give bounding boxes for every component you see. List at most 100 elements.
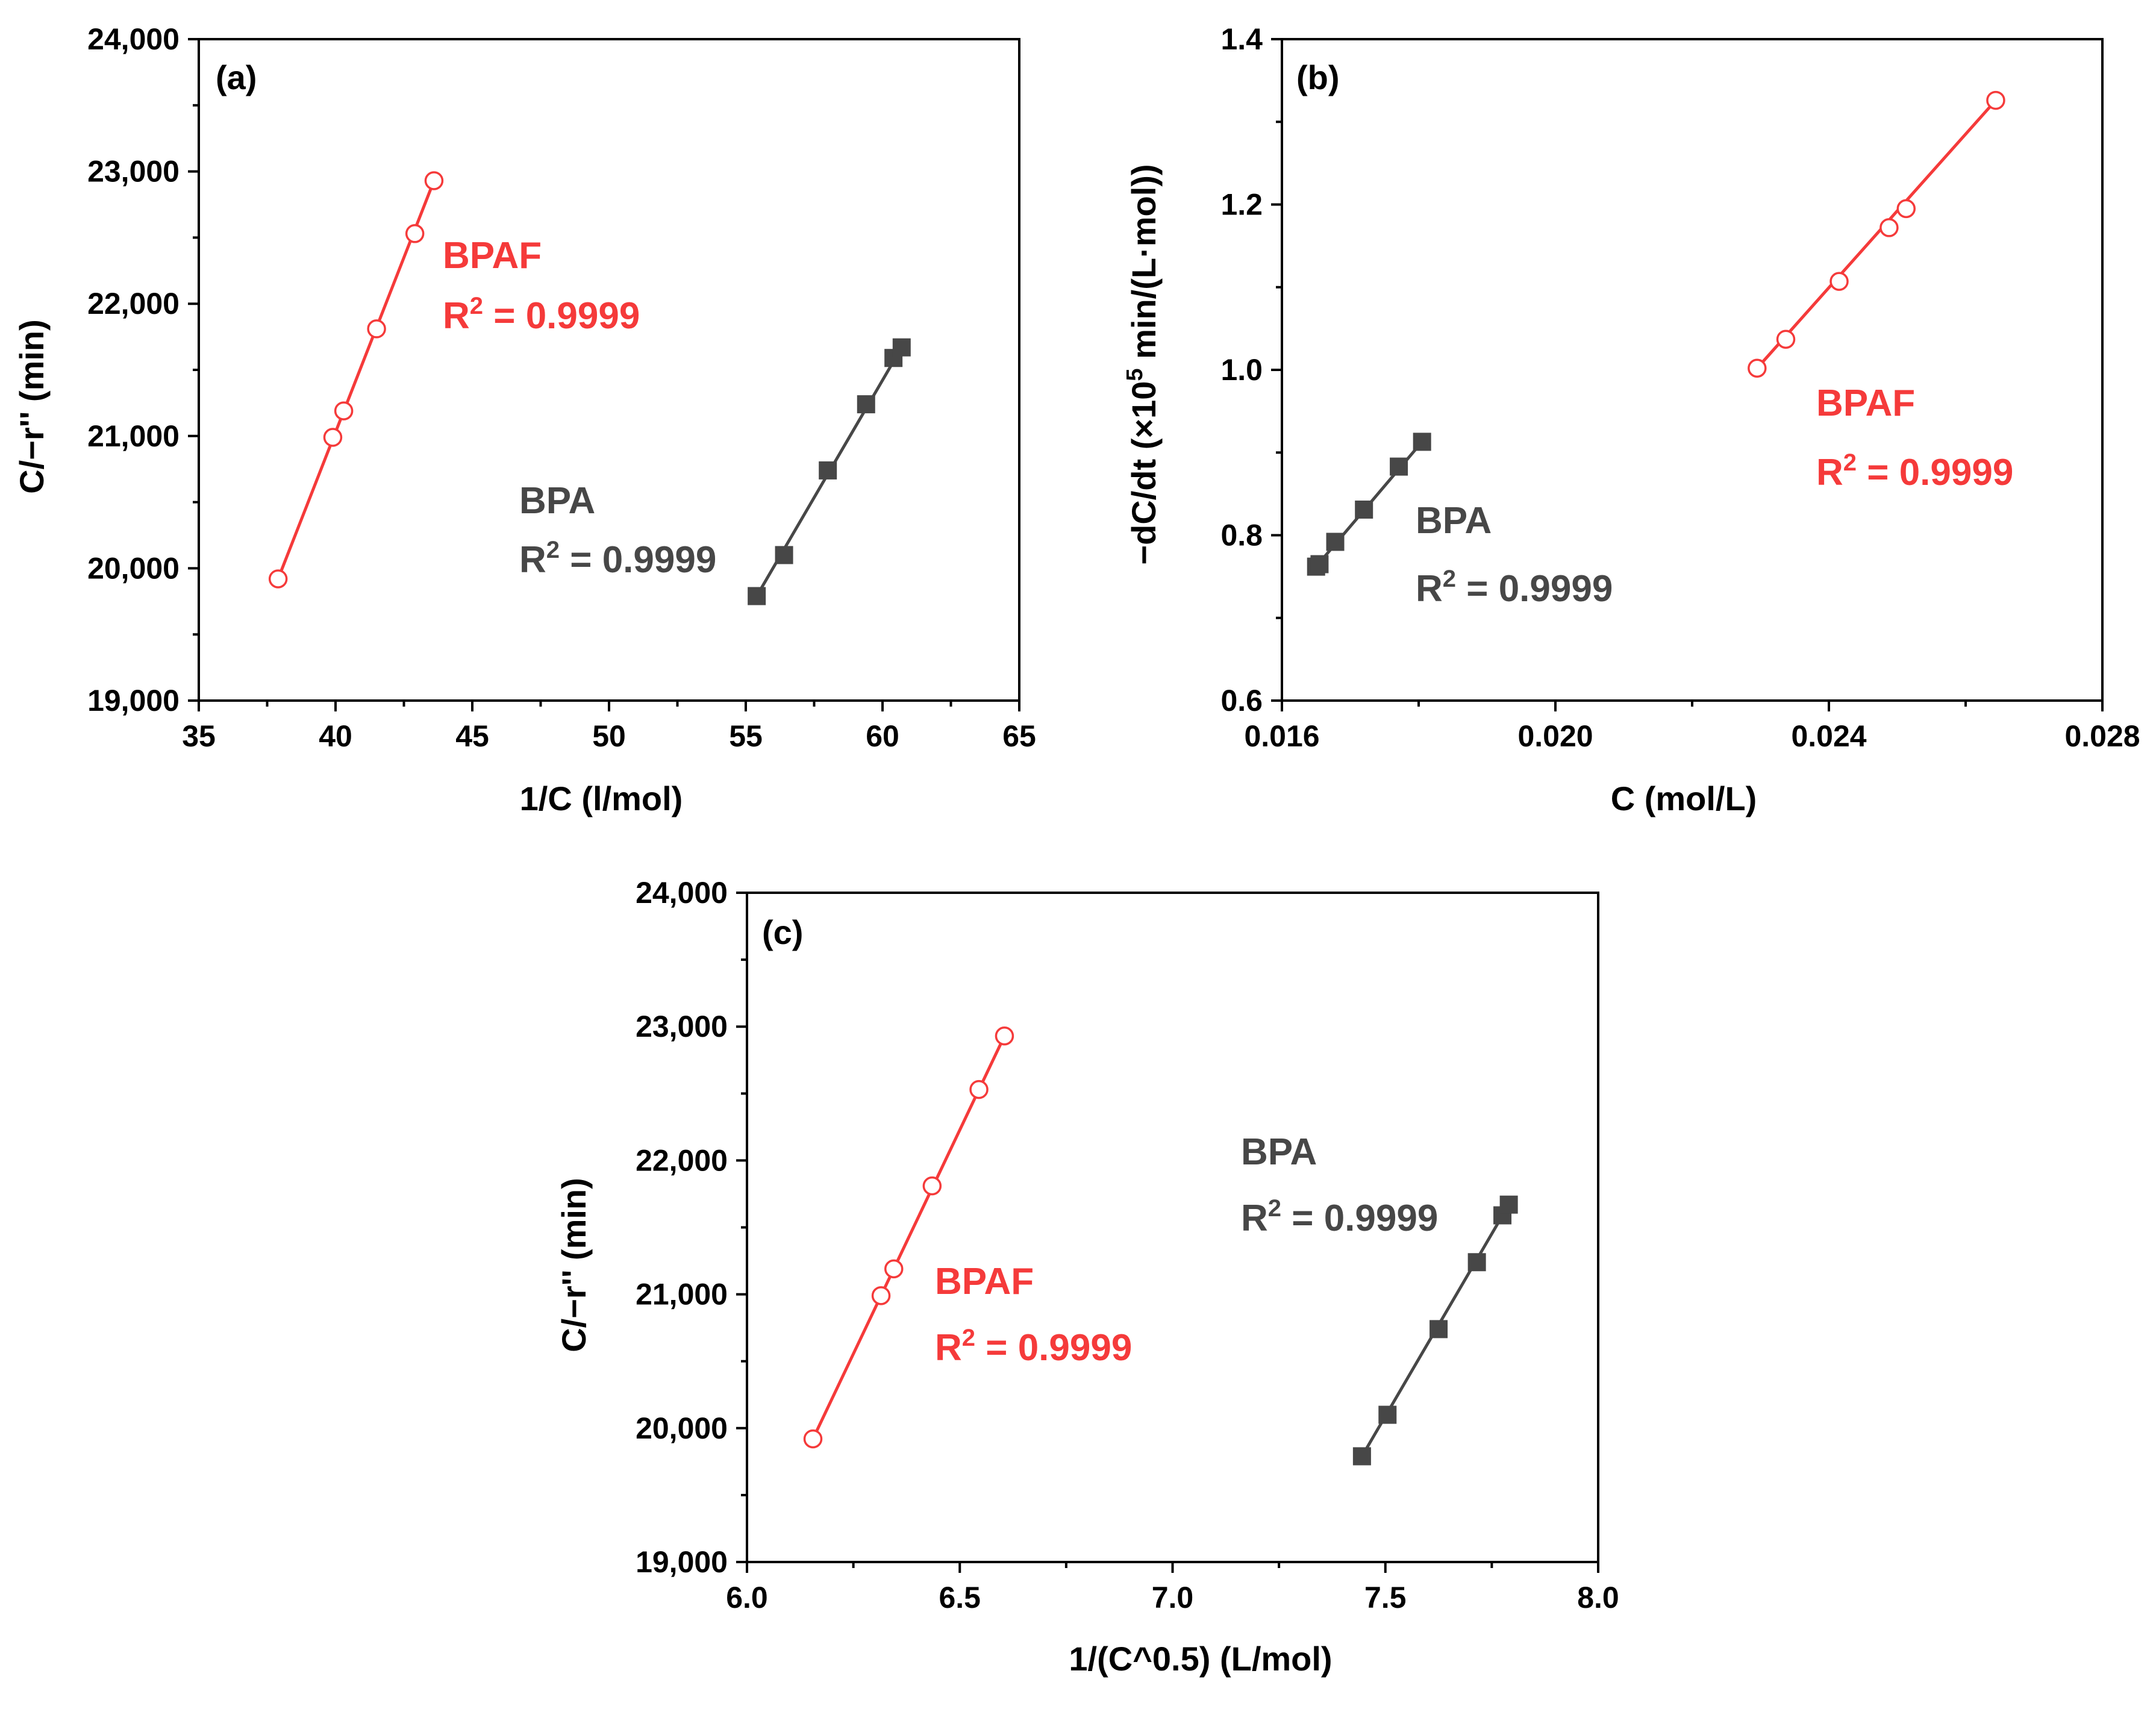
panel-a-bpa-r2: R2 = 0.9999 (519, 537, 716, 581)
panel-c-bpaf-r2-sup: 2 (962, 1325, 975, 1351)
panel-a-bpaf-annotation: BPAF R2 = 0.9999 (443, 235, 640, 337)
panel-c-bpa-point (1467, 1253, 1486, 1272)
panel-a-bpa-point (892, 338, 911, 357)
panel-b-bpa-point (1413, 433, 1431, 451)
panel-c-bpa-name: BPA (1241, 1131, 1317, 1173)
panel-a-ytick-label: 20,000 (87, 551, 180, 585)
panel-a-bpaf-r2: R2 = 0.9999 (443, 293, 640, 337)
panel-c-bpaf-fit-line (811, 1035, 1006, 1440)
panel-a-bpaf-name: BPAF (443, 235, 542, 277)
panel-a-bpa-point (857, 395, 875, 414)
panel-b-chart: (b) C (mol/L) −dC/dt (×105 min/(L·mol)) … (1122, 22, 2140, 817)
panel-c-bpaf-point (803, 1429, 823, 1449)
panel-c-ytick-label: 22,000 (636, 1143, 728, 1177)
panel-a-bpa-annotation: BPA R2 = 0.9999 (519, 480, 716, 581)
panel-c-ylabel: C/−r'' (min) (555, 1178, 593, 1352)
panel-a-bpa-r2-prefix: R (519, 539, 546, 581)
panel-b-bpaf-point (1829, 272, 1849, 291)
panel-c-bpaf-point (922, 1176, 942, 1196)
panel-b-xlabel: C (mol/L) (1611, 780, 1757, 817)
panel-b-ytick-label: 1.4 (1220, 22, 1263, 56)
panel-c-xlabel: 1/(C^0.5) (L/mol) (1069, 1640, 1332, 1678)
panel-c-bpa-r2: R2 = 0.9999 (1241, 1195, 1438, 1239)
panel-a-bpa-r2-value: = 0.9999 (560, 539, 716, 581)
panel-c-bpa-point (1352, 1447, 1371, 1466)
panel-c-bpaf-r2: R2 = 0.9999 (935, 1325, 1132, 1369)
panel-c-ytick-label: 20,000 (636, 1411, 728, 1445)
panel-a-ytick-label: 22,000 (87, 287, 180, 320)
panel-a-ytick-label: 19,000 (87, 684, 180, 717)
panel-a-bpaf-r2-prefix: R (443, 295, 470, 337)
panel-b-ytick-label: 1.2 (1220, 188, 1263, 222)
panel-a-bpaf-r2-value: = 0.9999 (483, 295, 640, 337)
panel-a-xtick-label: 35 (182, 719, 216, 753)
panel-a-label: (a) (216, 58, 257, 96)
panel-b-xtick-label: 0.020 (1517, 719, 1593, 753)
panel-c-bpa-r2-sup: 2 (1268, 1195, 1281, 1222)
panel-b-bpaf-point (1896, 199, 1916, 219)
panel-b-ylabel-main: −dC/dt (×10 (1125, 381, 1163, 565)
panel-c-bpaf-annotation: BPAF R2 = 0.9999 (935, 1261, 1132, 1369)
panel-c-bpa-annotation: BPA R2 = 0.9999 (1241, 1131, 1438, 1239)
panel-b-bpaf-name: BPAF (1816, 383, 1915, 424)
panel-c-xtick-label: 7.5 (1364, 1581, 1407, 1614)
panel-a-bpaf-point (405, 224, 425, 243)
panel-b-bpa-annotation: BPA R2 = 0.9999 (1416, 500, 1613, 610)
panel-a-ylabel: C/−r'' (min) (13, 319, 51, 494)
panel-b-xtick-label: 0.028 (2064, 719, 2140, 753)
panel-a-bpaf-point (323, 428, 343, 447)
panel-c-xtick-label: 6.5 (939, 1581, 981, 1614)
panel-a-xtick-label: 40 (319, 719, 352, 753)
panel-c-plot-frame (746, 892, 1599, 1563)
panel-c-bpaf-point (884, 1259, 904, 1279)
panel-a-xtick-label: 45 (455, 719, 489, 753)
panel-a-bpaf-point (334, 401, 354, 420)
panel-a-xtick-label: 60 (866, 719, 899, 753)
panel-a-xlabel: 1/C (l/mol) (520, 780, 683, 817)
panel-a-xtick-label: 65 (1002, 719, 1036, 753)
panel-c-bpaf-r2-prefix: R (935, 1327, 962, 1369)
panel-b-bpaf-point (1879, 218, 1899, 237)
panel-c-xtick-label: 7.0 (1152, 1581, 1194, 1614)
panel-a-bpa-point (775, 546, 793, 564)
panel-b-bpa-r2-sup: 2 (1443, 566, 1456, 592)
panel-a-ytick-label: 24,000 (87, 22, 180, 56)
panel-c-ytick-label: 21,000 (636, 1278, 728, 1311)
panel-b-ytick-label: 0.6 (1220, 684, 1263, 717)
panel-c-ytick-label: 19,000 (636, 1545, 728, 1579)
panel-b-bpa-name: BPA (1416, 500, 1492, 542)
panel-b-ytick-label: 1.0 (1220, 353, 1263, 387)
panel-b-ylabel-tail: min/(L·mol)) (1125, 164, 1163, 368)
panel-a-ytick-label: 23,000 (87, 155, 180, 189)
panel-b-bpa-r2-value: = 0.9999 (1456, 568, 1613, 610)
panel-b-bpaf-fit-line (1755, 99, 1997, 369)
panel-b-ylabel-sup: 5 (1122, 368, 1148, 381)
panel-b-bpaf-point (1776, 330, 1796, 349)
panel-c-chart: (c) 1/(C^0.5) (L/mol) C/−r'' (min) BPAF … (555, 876, 1619, 1678)
panel-a-bpaf-fit-line (277, 180, 436, 580)
panel-a-xtick-label: 55 (729, 719, 763, 753)
panel-c-bpa-point (1430, 1320, 1448, 1339)
panel-b-bpa-point (1310, 555, 1329, 573)
panel-b-bpa-point (1355, 500, 1373, 519)
panel-b-bpaf-r2-value: = 0.9999 (1857, 452, 2013, 493)
panel-c-xtick-label: 6.0 (726, 1581, 768, 1614)
panel-b-bpa-r2-prefix: R (1416, 568, 1443, 610)
panel-c-bpaf-point (995, 1026, 1014, 1046)
panel-b-ylabel: −dC/dt (×105 min/(L·mol)) (1122, 164, 1163, 564)
panel-a-bpaf-point (367, 319, 386, 339)
panel-c-bpaf-r2-value: = 0.9999 (975, 1327, 1132, 1369)
panel-c-bpaf-name: BPAF (935, 1261, 1034, 1302)
panel-b-bpaf-r2-sup: 2 (1843, 449, 1857, 476)
panel-b-bpa-r2: R2 = 0.9999 (1416, 566, 1613, 610)
panel-b-bpa-point (1390, 457, 1408, 476)
panel-a-bpaf-r2-sup: 2 (470, 293, 483, 319)
panel-c-ytick-label: 24,000 (636, 876, 728, 910)
panel-a-bpaf-point (424, 171, 444, 190)
panel-a-bpa-point (748, 587, 766, 605)
panel-b-bpaf-point (1748, 358, 1767, 378)
panel-b-xtick-label: 0.016 (1244, 719, 1319, 753)
panel-b-bpaf-annotation: BPAF R2 = 0.9999 (1816, 383, 2013, 493)
panel-a-plot-frame (198, 38, 1020, 702)
